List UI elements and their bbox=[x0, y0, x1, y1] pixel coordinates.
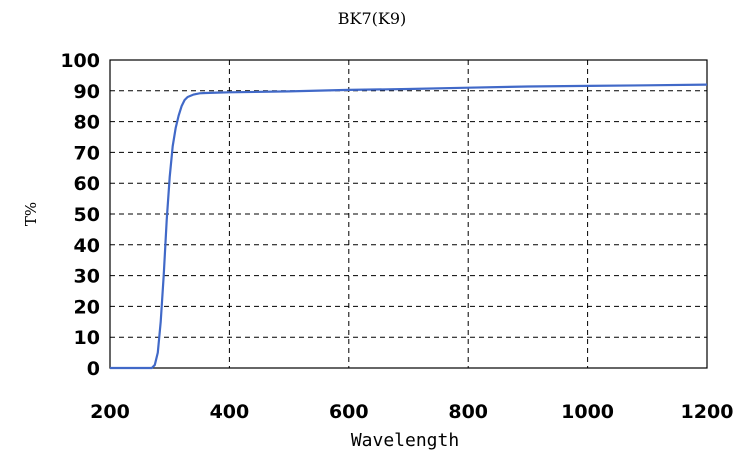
x-tick-label: 1000 bbox=[561, 401, 614, 423]
y-tick-label: 0 bbox=[87, 358, 100, 380]
grid bbox=[110, 60, 707, 368]
y-tick-label: 30 bbox=[74, 266, 100, 288]
x-axis-label: Wavelength bbox=[351, 430, 459, 450]
y-axis: 0 10 20 30 40 50 60 70 80 90 100 bbox=[60, 50, 100, 380]
y-tick-label: 80 bbox=[74, 112, 100, 134]
y-tick-label: 10 bbox=[74, 327, 100, 349]
x-axis: 200 400 600 800 1000 1200 bbox=[90, 401, 733, 423]
y-tick-label: 100 bbox=[60, 50, 100, 72]
x-tick-label: 400 bbox=[210, 401, 250, 423]
y-tick-label: 60 bbox=[74, 173, 100, 195]
x-tick-label: 800 bbox=[448, 401, 488, 423]
series-line-transmission bbox=[110, 83, 708, 370]
x-tick-label: 1200 bbox=[681, 401, 734, 423]
chart-title: BK7(K9) bbox=[338, 9, 407, 28]
y-tick-label: 90 bbox=[74, 81, 100, 103]
y-tick-label: 20 bbox=[74, 296, 100, 318]
y-axis-label: T% bbox=[22, 202, 40, 226]
y-tick-label: 50 bbox=[74, 204, 100, 226]
y-tick-label: 40 bbox=[74, 235, 100, 257]
x-tick-label: 200 bbox=[90, 401, 130, 423]
x-tick-label: 600 bbox=[329, 401, 369, 423]
plot-frame bbox=[109, 59, 708, 369]
y-tick-label: 70 bbox=[74, 142, 100, 164]
